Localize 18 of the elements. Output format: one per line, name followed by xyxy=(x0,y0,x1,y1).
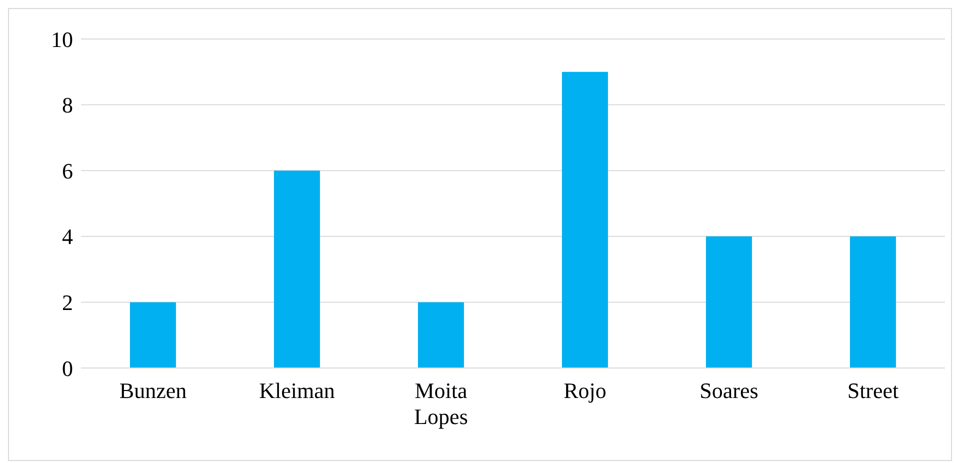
y-tick-label: 10 xyxy=(51,26,73,52)
x-tick-label: Street xyxy=(847,378,899,403)
y-tick-label: 8 xyxy=(62,92,73,118)
bar xyxy=(130,302,176,368)
y-tick-label: 4 xyxy=(62,224,73,250)
bar xyxy=(706,236,752,368)
x-tick-label: Kleiman xyxy=(259,378,335,403)
bar xyxy=(274,170,320,368)
bar xyxy=(850,236,896,368)
x-tick-label: Bunzen xyxy=(119,378,187,403)
bar xyxy=(562,72,608,368)
x-tick-label: Moita Lopes xyxy=(414,378,468,429)
bar xyxy=(418,302,464,368)
y-tick-label: 6 xyxy=(62,158,73,184)
y-tick-label: 2 xyxy=(62,290,73,316)
y-tick-label: 0 xyxy=(62,356,73,381)
x-tick-label: Rojo xyxy=(564,378,606,403)
x-tick-label: Soares xyxy=(700,378,758,403)
